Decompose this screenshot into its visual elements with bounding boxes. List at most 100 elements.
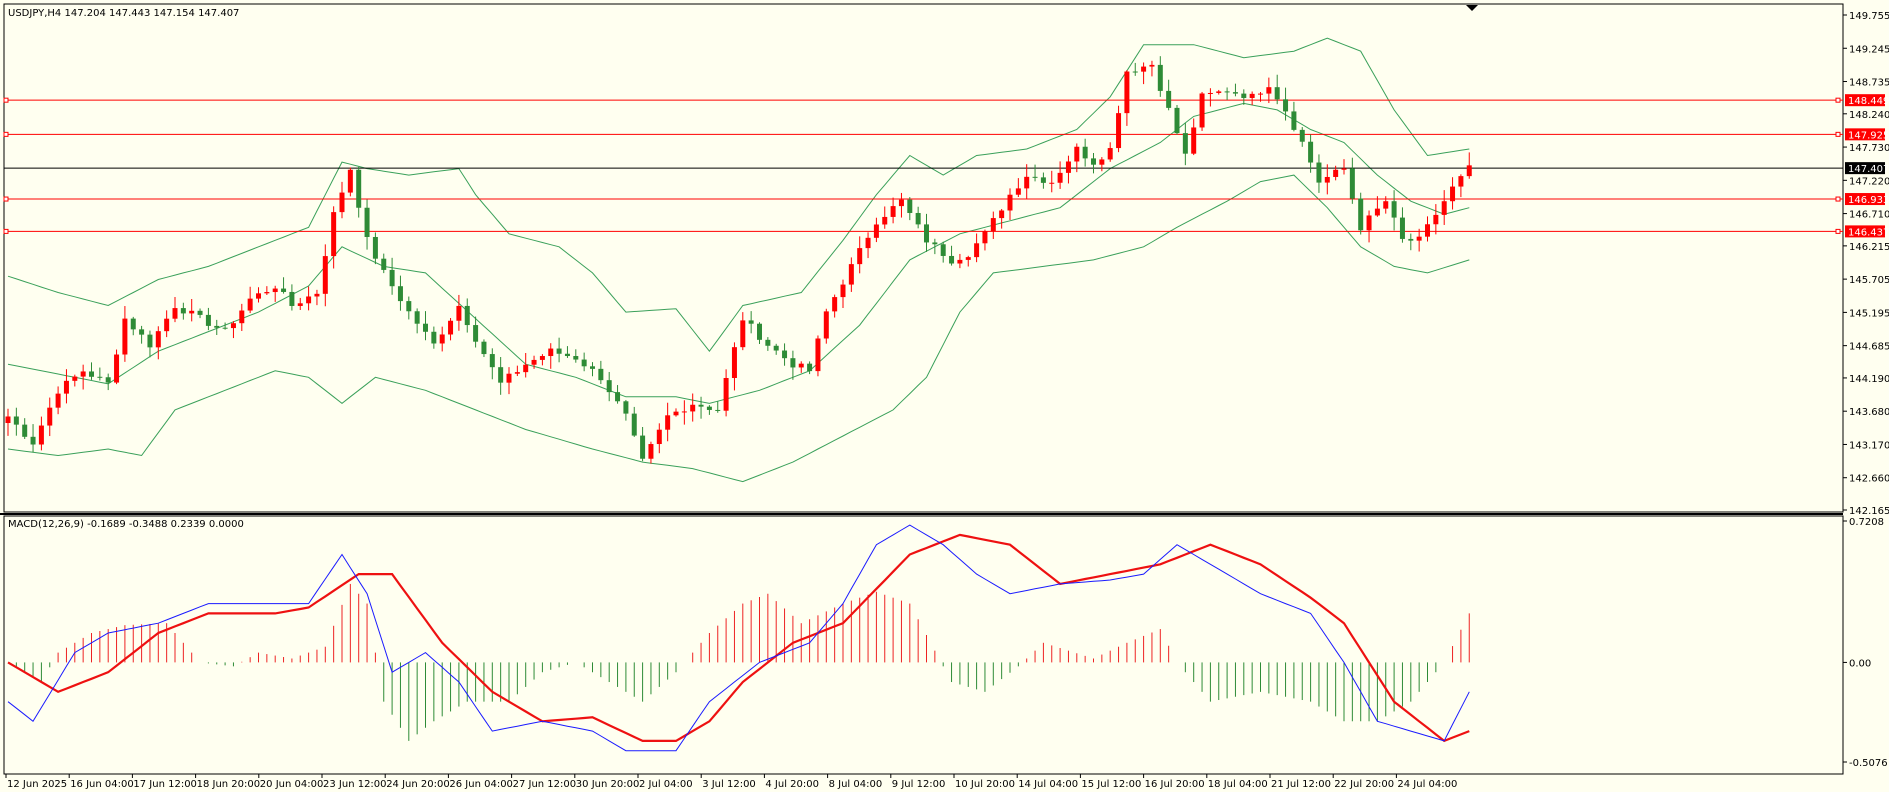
candle-bearish (1408, 238, 1414, 241)
candle-bullish (1116, 113, 1122, 149)
candle-bullish (873, 224, 879, 238)
chart-shift-marker-icon[interactable] (1466, 5, 1478, 11)
horizontal-levels[interactable] (3, 97, 1843, 234)
level-price-tag-label: 146.933 (1848, 195, 1889, 206)
candle-bullish (1007, 194, 1013, 211)
candle-bullish (1099, 159, 1105, 165)
time-tick-label: 12 Jun 2025 (7, 779, 67, 790)
candle-bullish (272, 288, 278, 293)
candle-bullish (314, 293, 320, 297)
candle-bearish (1174, 107, 1180, 134)
candle-bearish (790, 358, 796, 368)
candle-bearish (807, 363, 813, 372)
price-tick-label: 147.220 (1849, 176, 1889, 187)
price-tick-label: 146.710 (1849, 210, 1889, 221)
price-tick-label: 147.730 (1849, 143, 1889, 154)
candle-bullish (1341, 168, 1347, 170)
time-tick-label: 22 Jul 20:00 (1334, 779, 1394, 790)
candle-bearish (489, 354, 495, 368)
candle-bullish (5, 416, 11, 424)
candle-bearish (915, 212, 921, 225)
candle-bullish (656, 429, 662, 445)
candle-bearish (924, 224, 929, 243)
candle-bullish (857, 248, 863, 265)
candle-bullish (1383, 201, 1389, 209)
candle-bullish (673, 411, 679, 416)
price-tick-label: 149.755 (1849, 11, 1889, 22)
candle-bearish (222, 327, 228, 329)
candle-bearish (615, 392, 621, 402)
candle-bearish (1132, 71, 1138, 73)
candle-bearish (356, 169, 362, 208)
candle-bearish (598, 368, 604, 381)
macd-histogram (15, 583, 1470, 741)
candle-bearish (1391, 201, 1397, 218)
time-tick-label: 27 Jun 12:00 (513, 779, 577, 790)
candle-bearish (1157, 64, 1163, 91)
candle-bullish (740, 320, 746, 348)
bollinger-middle-line (7, 102, 1470, 404)
candle-bearish (706, 406, 712, 410)
candle-bullish (1107, 148, 1113, 160)
candle-bearish (381, 258, 387, 270)
candle-bearish (765, 339, 771, 346)
candle-bullish (982, 231, 988, 244)
candle-bullish (331, 212, 337, 257)
candle-bearish (757, 323, 762, 340)
time-tick-label: 24 Jul 04:00 (1397, 779, 1457, 790)
candle-bullish (1416, 236, 1422, 241)
level-price-tag-label: 146.437 (1848, 227, 1889, 238)
symbol-info-label: USDJPY,H4 147.204 147.443 147.154 147.40… (8, 8, 239, 19)
candle-bearish (748, 320, 754, 324)
time-tick-label: 26 Jun 04:00 (449, 779, 513, 790)
candle-bearish (473, 325, 479, 342)
price-tick-label: 145.705 (1849, 275, 1889, 286)
candlesticks (5, 56, 1472, 464)
candle-bearish (1182, 133, 1188, 154)
candle-bearish (147, 334, 153, 348)
price-panel[interactable]: 148.449 147.925 146.933 146.437 149.755 149.2… (3, 3, 1889, 517)
macd-panel-frame (3, 515, 1844, 775)
macd-panel[interactable]: 0.7208 0.00 -0.5076 MACD(12,26,9) -0.1689 … (3, 515, 1888, 775)
candle-bullish (80, 371, 86, 377)
candle-bullish (898, 199, 904, 207)
bollinger-upper-line (7, 37, 1470, 353)
candle-bullish (347, 169, 353, 193)
macd-signal-line (7, 533, 1470, 743)
candle-bearish (498, 367, 504, 383)
candle-bullish (1433, 214, 1439, 225)
time-tick-label: 20 Jun 04:00 (260, 779, 324, 790)
candle-bearish (431, 331, 437, 344)
candle-bearish (782, 350, 788, 359)
level-left-handle (3, 97, 9, 103)
candle-bearish (590, 366, 595, 369)
candle-bullish (155, 331, 161, 348)
candle-bullish (322, 256, 328, 294)
candle-bullish (1458, 176, 1464, 187)
candle-bearish (1032, 176, 1038, 178)
candle-bearish (423, 323, 428, 332)
bollinger-lower-line (7, 174, 1470, 483)
candle-bullish (1374, 208, 1380, 216)
price-tick-label: 145.195 (1849, 308, 1889, 319)
time-tick-label: 23 Jun 12:00 (323, 779, 387, 790)
candle-bearish (773, 345, 779, 351)
candle-bearish (1091, 158, 1096, 165)
candle-bearish (556, 348, 562, 354)
candle-bullish (55, 393, 61, 408)
candle-bullish (1024, 176, 1030, 189)
candle-bearish (698, 404, 704, 407)
candle-bullish (823, 311, 829, 339)
candle-bullish (1141, 66, 1147, 72)
candle-bearish (414, 311, 420, 324)
candle-bullish (1333, 169, 1339, 177)
price-panel-frame (3, 3, 1844, 513)
candle-bullish (832, 297, 838, 312)
candle-bullish (164, 318, 170, 332)
bollinger-bands (7, 37, 1470, 483)
candle-bullish (1366, 215, 1372, 231)
candle-bullish (990, 218, 996, 232)
candle-bearish (940, 244, 946, 256)
candle-bullish (514, 372, 520, 374)
